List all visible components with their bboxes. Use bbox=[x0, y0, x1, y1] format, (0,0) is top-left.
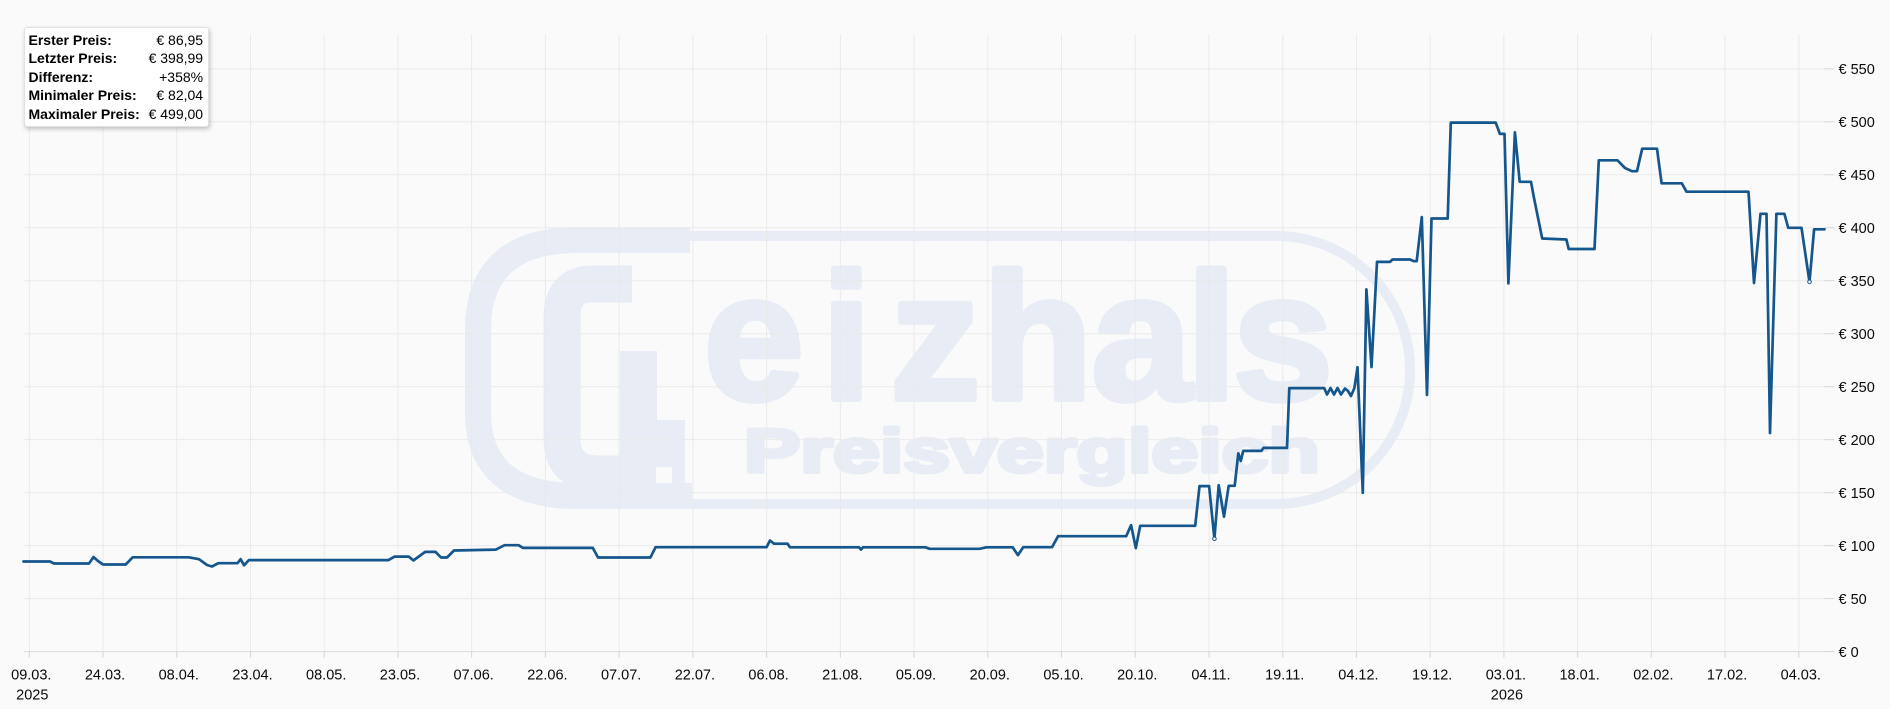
svg-text:€ 100: € 100 bbox=[1839, 539, 1875, 555]
svg-text:€ 500: € 500 bbox=[1839, 115, 1875, 131]
svg-text:04.11.: 04.11. bbox=[1191, 668, 1230, 684]
svg-text:2026: 2026 bbox=[1491, 687, 1523, 703]
svg-text:08.04.: 08.04. bbox=[159, 668, 199, 684]
svg-text:19.11.: 19.11. bbox=[1265, 668, 1304, 684]
svg-text:€ 300: € 300 bbox=[1839, 327, 1875, 343]
svg-text:Preisvergleich: Preisvergleich bbox=[744, 417, 1320, 485]
svg-text:€ 400: € 400 bbox=[1839, 221, 1875, 237]
svg-text:06.08.: 06.08. bbox=[748, 668, 788, 684]
svg-text:17.02.: 17.02. bbox=[1707, 668, 1747, 684]
svg-text:07.06.: 07.06. bbox=[454, 668, 494, 684]
svg-text:08.05.: 08.05. bbox=[306, 668, 346, 684]
svg-text:€ 550: € 550 bbox=[1839, 62, 1875, 78]
svg-text:€ 0: € 0 bbox=[1839, 645, 1859, 661]
svg-text:20.09.: 20.09. bbox=[970, 668, 1010, 684]
svg-text:€ 450: € 450 bbox=[1839, 168, 1875, 184]
svg-text:€ 250: € 250 bbox=[1839, 380, 1875, 396]
svg-text:l: l bbox=[1186, 237, 1236, 438]
svg-text:22.06.: 22.06. bbox=[527, 668, 567, 684]
svg-text:04.12.: 04.12. bbox=[1338, 668, 1378, 684]
svg-text:05.10.: 05.10. bbox=[1043, 668, 1083, 684]
svg-text:21.08.: 21.08. bbox=[822, 668, 862, 684]
svg-text:23.05.: 23.05. bbox=[380, 668, 420, 684]
svg-text:i: i bbox=[821, 237, 871, 438]
svg-text:23.04.: 23.04. bbox=[232, 668, 272, 684]
svg-text:03.01.: 03.01. bbox=[1486, 668, 1526, 684]
svg-text:09.03.: 09.03. bbox=[11, 668, 51, 684]
svg-text:h: h bbox=[983, 237, 1093, 438]
svg-text:07.07.: 07.07. bbox=[601, 668, 641, 684]
svg-text:€ 150: € 150 bbox=[1839, 486, 1875, 502]
svg-text:05.09.: 05.09. bbox=[896, 668, 936, 684]
svg-text:04.03.: 04.03. bbox=[1781, 668, 1821, 684]
svg-text:z: z bbox=[890, 237, 980, 438]
svg-text:€ 350: € 350 bbox=[1839, 274, 1875, 290]
svg-text:22.07.: 22.07. bbox=[675, 668, 715, 684]
svg-text:2025: 2025 bbox=[16, 687, 48, 703]
svg-text:a: a bbox=[1091, 237, 1193, 438]
svg-text:24.03.: 24.03. bbox=[85, 668, 125, 684]
svg-text:19.12.: 19.12. bbox=[1412, 668, 1452, 684]
svg-text:18.01.: 18.01. bbox=[1559, 668, 1599, 684]
svg-text:€ 200: € 200 bbox=[1839, 433, 1875, 449]
svg-text:20.10.: 20.10. bbox=[1117, 668, 1157, 684]
svg-text:02.02.: 02.02. bbox=[1633, 668, 1673, 684]
svg-text:e: e bbox=[704, 237, 804, 438]
svg-text:€ 50: € 50 bbox=[1839, 592, 1867, 608]
